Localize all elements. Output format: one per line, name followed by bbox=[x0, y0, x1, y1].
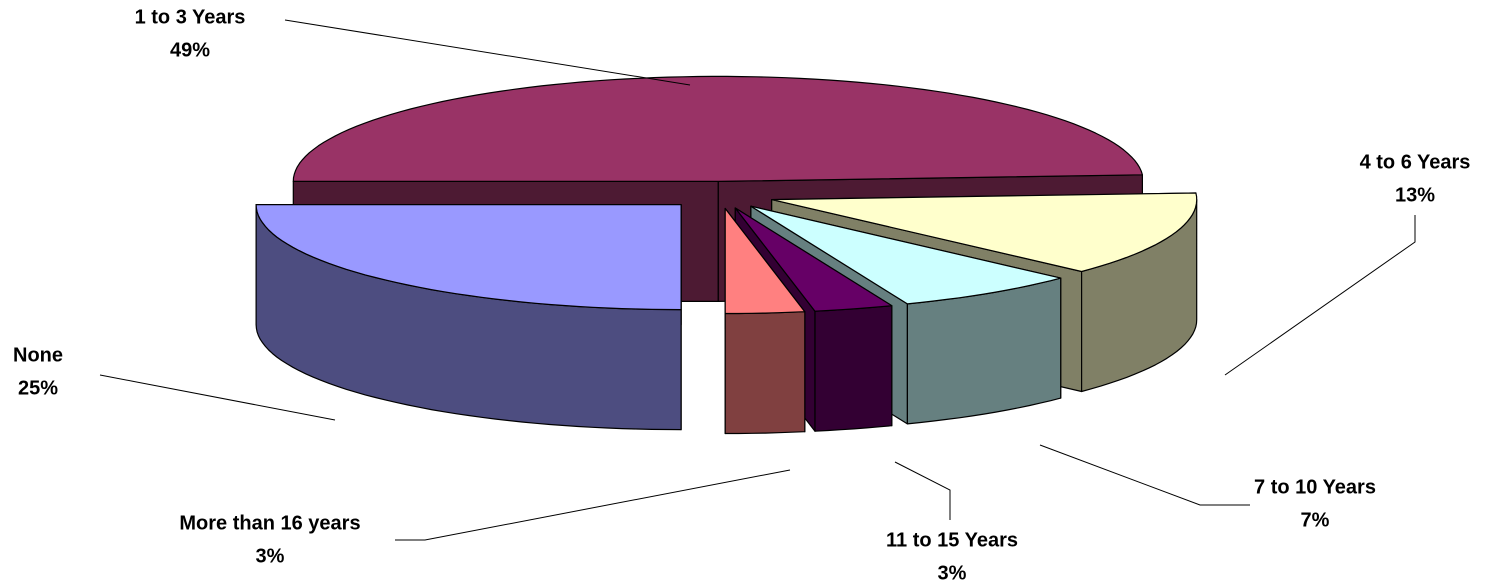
slice-top bbox=[292, 75, 1143, 182]
slice-top bbox=[255, 204, 682, 311]
slice-label: 7 to 10 Years bbox=[1254, 476, 1376, 498]
slice-label: 11 to 15 Years bbox=[886, 529, 1018, 551]
leader-line bbox=[284, 19, 691, 86]
slice-value-label: 25% bbox=[18, 377, 58, 399]
slice-value-label: 13% bbox=[1395, 184, 1435, 206]
slice-wall bbox=[724, 311, 806, 435]
slice-top bbox=[724, 207, 806, 315]
leader-line bbox=[1224, 215, 1416, 376]
slice-value-label: 3% bbox=[938, 562, 967, 584]
slice-value-label: 49% bbox=[170, 39, 210, 61]
leader-line bbox=[1039, 444, 1250, 506]
slice-top bbox=[771, 192, 1198, 273]
leader-line bbox=[395, 469, 791, 541]
slice-label: 1 to 3 Years bbox=[135, 6, 246, 28]
slice-wall bbox=[814, 305, 893, 432]
leader-line bbox=[894, 461, 951, 520]
slice-value-label: 7% bbox=[1301, 509, 1330, 531]
slice bbox=[255, 204, 682, 431]
slice bbox=[724, 207, 806, 435]
slice-top bbox=[750, 205, 1062, 305]
slice-label: None bbox=[13, 344, 63, 366]
slice-label: 4 to 6 Years bbox=[1360, 151, 1471, 173]
slice-top bbox=[734, 207, 893, 312]
slice-value-label: 3% bbox=[256, 545, 285, 567]
slice-label: More than 16 years bbox=[179, 512, 360, 534]
leader-line bbox=[99, 374, 336, 421]
